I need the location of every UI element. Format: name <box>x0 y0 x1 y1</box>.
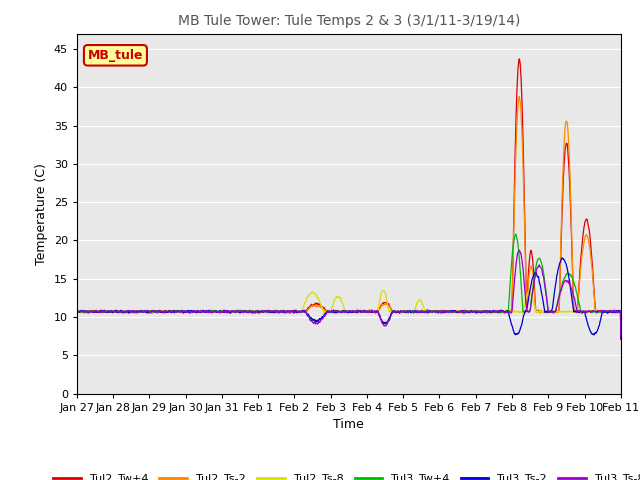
Tul2_Ts-8 <box>602 309 609 314</box>
Tul3_Ts-2 <box>617 336 625 342</box>
Tul2_Ts-8 <box>601 309 609 314</box>
Tul2_Ts-8 <box>337 298 345 304</box>
Tul2_Tw+4 <box>617 336 625 341</box>
Tul2_Ts-2 <box>323 308 331 313</box>
Tul3_Ts-8 <box>515 247 523 253</box>
Line: Tul2_Ts-2: Tul2_Ts-2 <box>77 96 621 339</box>
Legend: Tul2_Tw+4, Tul2_Ts-2, Tul2_Ts-8, Tul3_Tw+4, Tul3_Ts-2, Tul3_Ts-8: Tul2_Tw+4, Tul2_Ts-2, Tul2_Ts-8, Tul3_Tw… <box>49 469 640 480</box>
Tul3_Ts-2 <box>100 308 108 313</box>
Tul3_Ts-8 <box>323 309 331 315</box>
Tul2_Ts-8 <box>617 336 625 342</box>
Tul2_Ts-8 <box>380 288 387 293</box>
Tul2_Ts-8 <box>502 309 509 314</box>
Tul3_Ts-8 <box>601 309 609 314</box>
Tul3_Ts-8 <box>501 310 509 316</box>
Tul2_Ts-8 <box>73 336 81 342</box>
Tul3_Tw+4 <box>617 336 625 342</box>
Tul3_Ts-2 <box>501 310 509 315</box>
Tul2_Tw+4 <box>323 309 331 314</box>
Tul3_Ts-8 <box>337 309 345 314</box>
Tul3_Ts-2 <box>602 308 609 314</box>
Line: Tul3_Tw+4: Tul3_Tw+4 <box>77 234 621 340</box>
Text: MB_tule: MB_tule <box>88 49 143 62</box>
Tul2_Tw+4 <box>501 309 509 314</box>
Tul2_Ts-8 <box>323 308 331 314</box>
Tul2_Tw+4 <box>73 336 81 342</box>
Tul2_Ts-2 <box>100 308 108 314</box>
Tul3_Tw+4 <box>601 309 609 314</box>
Y-axis label: Temperature (C): Temperature (C) <box>35 163 48 264</box>
Tul3_Tw+4 <box>100 307 108 313</box>
Tul3_Ts-8 <box>73 337 81 343</box>
Tul3_Ts-2 <box>601 308 609 313</box>
Title: MB Tule Tower: Tule Temps 2 & 3 (3/1/11-3/19/14): MB Tule Tower: Tule Temps 2 & 3 (3/1/11-… <box>178 14 520 28</box>
Tul2_Tw+4 <box>601 309 609 315</box>
Tul2_Ts-8 <box>100 309 108 314</box>
Tul2_Ts-2 <box>501 309 509 314</box>
Tul3_Ts-8 <box>602 309 609 315</box>
Tul3_Tw+4 <box>323 309 331 314</box>
Tul3_Ts-8 <box>617 336 625 341</box>
Tul3_Ts-2 <box>73 336 81 342</box>
Tul2_Ts-2 <box>617 336 625 342</box>
Tul2_Ts-2 <box>73 336 81 342</box>
Tul3_Tw+4 <box>337 309 345 315</box>
Tul3_Ts-2 <box>558 255 566 261</box>
Tul2_Tw+4 <box>515 56 523 62</box>
Line: Tul3_Ts-2: Tul3_Ts-2 <box>77 258 621 339</box>
Tul2_Ts-2 <box>515 94 523 99</box>
Tul2_Ts-2 <box>337 309 345 314</box>
Tul2_Ts-2 <box>601 310 609 315</box>
Tul3_Ts-8 <box>100 309 108 314</box>
Tul3_Ts-2 <box>323 309 331 315</box>
Tul3_Tw+4 <box>73 337 81 343</box>
X-axis label: Time: Time <box>333 418 364 431</box>
Line: Tul2_Tw+4: Tul2_Tw+4 <box>77 59 621 339</box>
Tul3_Tw+4 <box>602 310 609 315</box>
Line: Tul3_Ts-8: Tul3_Ts-8 <box>77 250 621 340</box>
Tul2_Ts-2 <box>602 309 609 315</box>
Tul2_Tw+4 <box>602 310 609 315</box>
Tul3_Tw+4 <box>512 231 520 237</box>
Tul2_Tw+4 <box>337 309 345 315</box>
Tul3_Tw+4 <box>501 310 509 315</box>
Line: Tul2_Ts-8: Tul2_Ts-8 <box>77 290 621 339</box>
Tul3_Ts-2 <box>337 310 345 315</box>
Tul2_Tw+4 <box>100 309 108 315</box>
